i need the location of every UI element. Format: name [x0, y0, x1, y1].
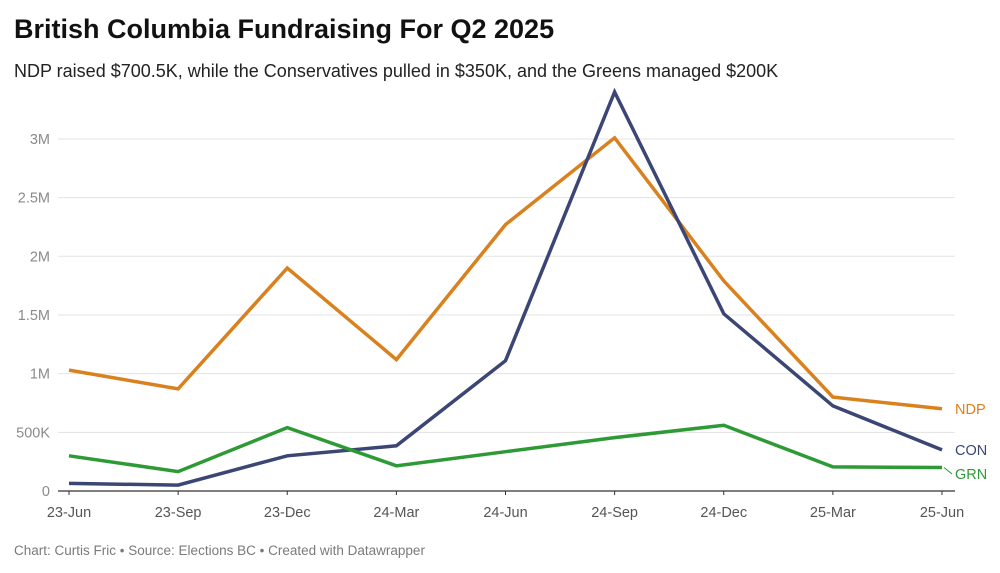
- series-label-grn: GRN: [955, 467, 987, 483]
- footer-separator: •: [119, 543, 125, 558]
- x-tick-label: 23-Jun: [47, 505, 91, 521]
- y-tick-label: 2M: [30, 249, 50, 265]
- x-tick-label: 23-Dec: [264, 505, 311, 521]
- chart-title: British Columbia Fundraising For Q2 2025: [14, 14, 555, 44]
- x-tick-label: 25-Jun: [920, 505, 964, 521]
- x-tick-label: 24-Mar: [373, 505, 419, 521]
- y-tick-label: 1M: [30, 367, 50, 383]
- x-tick-label: 25-Mar: [810, 505, 856, 521]
- series-line-ndp: [68, 135, 943, 411]
- series-label-connector: [943, 467, 953, 475]
- series-label-con: CON: [955, 443, 987, 459]
- y-tick-label: 3M: [30, 132, 50, 148]
- footer-separator: •: [259, 543, 265, 558]
- series-label-ndp: NDP: [955, 402, 986, 418]
- y-tick-label: 1.5M: [18, 308, 50, 324]
- x-tick-label: 24-Dec: [700, 505, 747, 521]
- y-tick-label: 500K: [16, 425, 50, 441]
- y-tick-label: 2.5M: [18, 191, 50, 207]
- series-line-con: [68, 87, 943, 487]
- x-tick-label: 23-Sep: [155, 505, 202, 521]
- y-tick-label: 0: [42, 484, 50, 500]
- x-tick-label: 24-Sep: [591, 505, 638, 521]
- footer-source: Source: Elections BC: [128, 543, 256, 558]
- chart-footer: Chart: Curtis Fric • Source: Elections B…: [14, 543, 425, 558]
- footer-author: Chart: Curtis Fric: [14, 543, 117, 558]
- series-line-grn: [68, 423, 943, 474]
- x-tick-label: 24-Jun: [483, 505, 527, 521]
- footer-tool: Created with Datawrapper: [268, 543, 425, 558]
- chart-subtitle: NDP raised $700.5K, while the Conservati…: [14, 61, 779, 81]
